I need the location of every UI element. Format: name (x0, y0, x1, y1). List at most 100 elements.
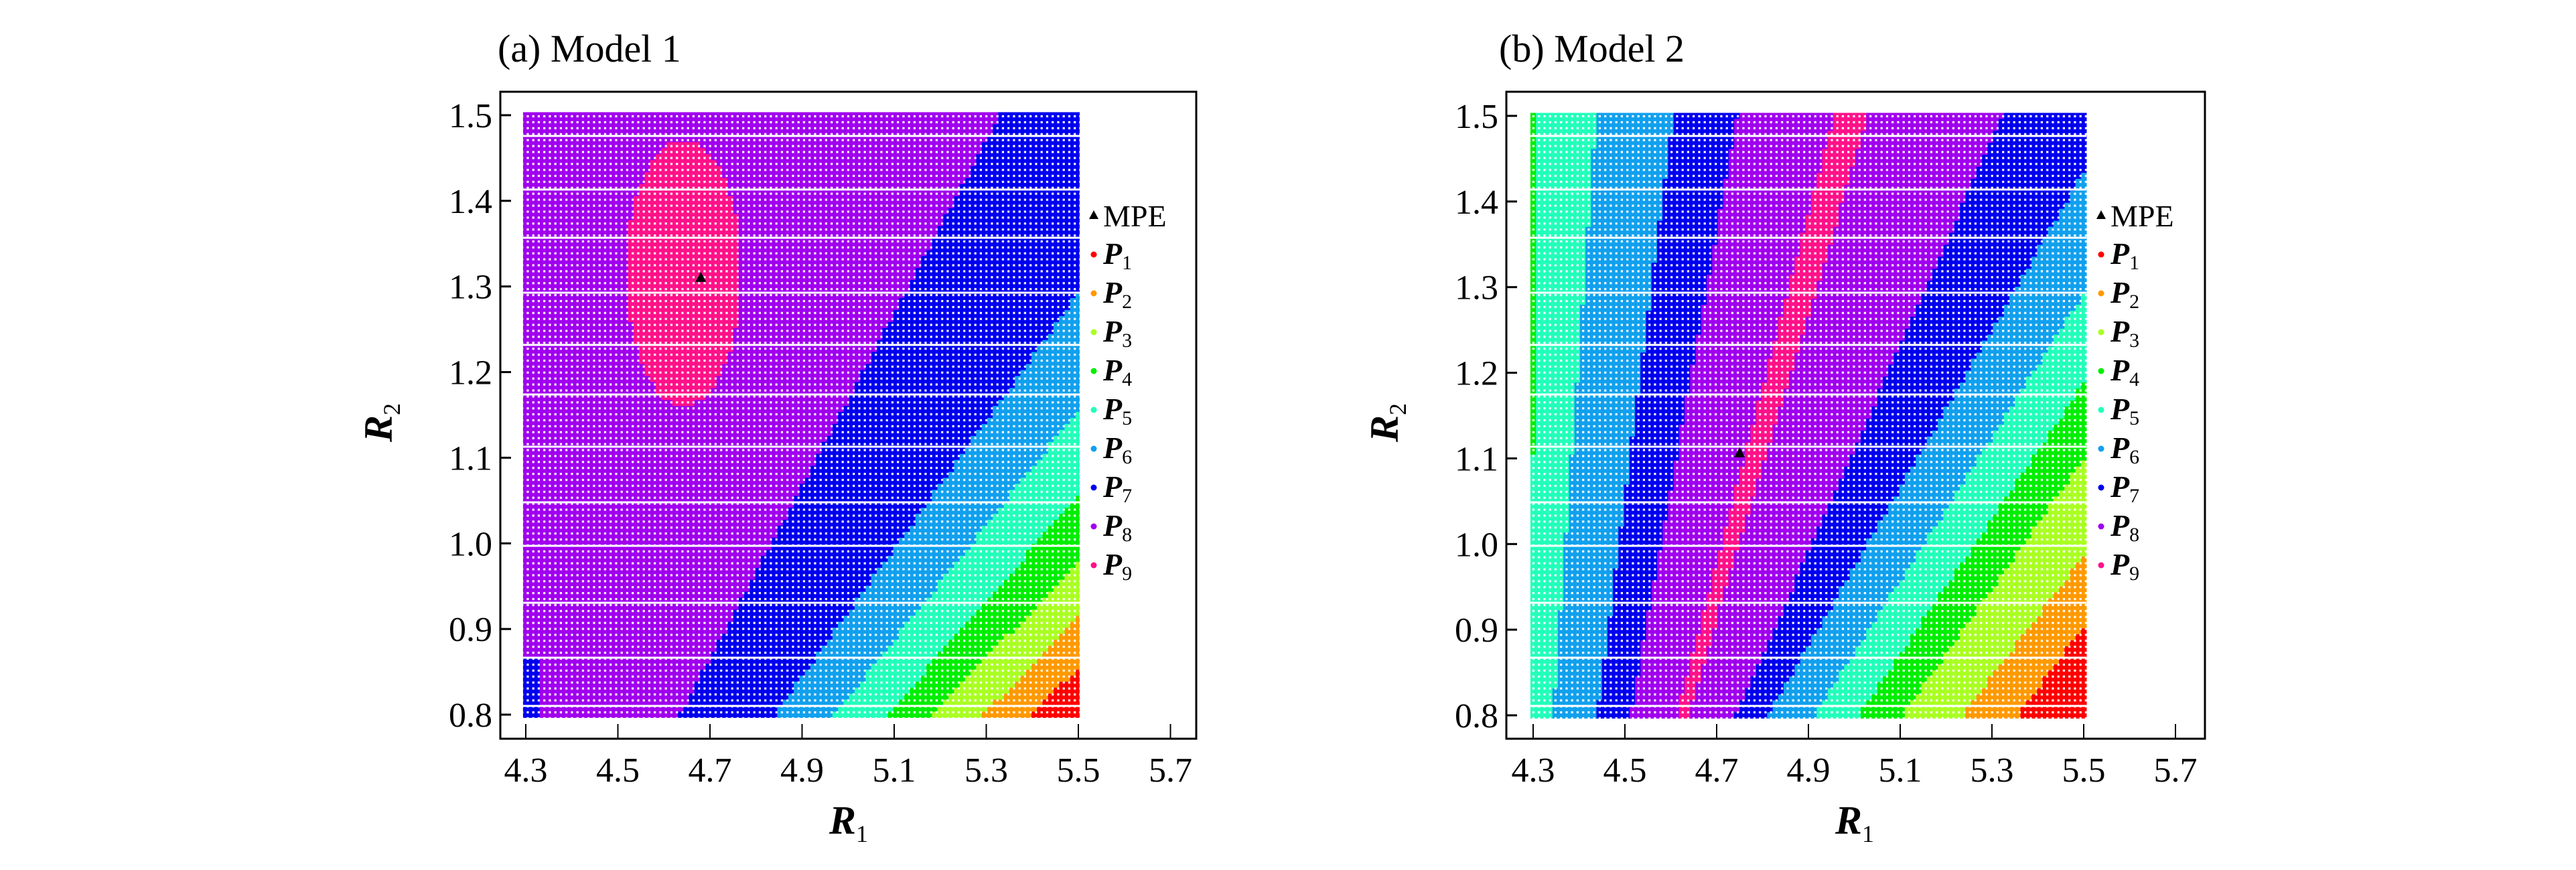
legend-label-p2: P2 (1102, 275, 1132, 313)
legend-swatch-p5 (1090, 407, 1097, 413)
legend-swatch-p9 (1090, 562, 1097, 569)
y-tick-label: 0.9 (449, 611, 492, 649)
gap-line (1530, 445, 2087, 448)
gap-line (1530, 135, 2087, 137)
legend-label-p7: P7 (2110, 469, 2139, 507)
panel-b-frame (1505, 90, 2206, 740)
gap-line (522, 705, 1082, 707)
legend-subscript: 2 (1122, 291, 1132, 313)
legend-symbol: P (1102, 469, 1123, 504)
y-tick-label: 1.2 (1455, 355, 1498, 393)
y-tick-label: 1.4 (1455, 184, 1498, 222)
legend-swatch-p2 (2098, 290, 2104, 297)
legend-label-p4: P4 (2110, 353, 2139, 390)
x-tick-label: 4.7 (689, 751, 732, 790)
panel-a-x-axis-label: R1 (829, 798, 868, 847)
y-tick-label: 0.9 (1455, 611, 1498, 650)
gap-line (522, 601, 1082, 604)
legend-symbol: P (1102, 275, 1123, 309)
gap-line (1530, 344, 2087, 346)
legend-symbol: P (2110, 508, 2130, 542)
legend-label-p1: P1 (1102, 236, 1132, 274)
panel-a-y-ticks: 0.8 0.9 1.0 1.1 1.2 1.3 1.4 1.5 (449, 97, 511, 735)
y-tick-label: 1.0 (1455, 526, 1498, 564)
legend-subscript: 5 (2129, 407, 2139, 429)
y-tick-label: 1.1 (449, 439, 492, 478)
x-tick-label: 5.7 (1149, 751, 1192, 790)
legend-symbol: P (1102, 236, 1123, 271)
panel-b-mpe-marker (1734, 447, 1745, 457)
legend-swatch-p6 (1090, 445, 1097, 452)
panel-b-x-label-sub: 1 (1862, 820, 1874, 847)
gap-line (522, 545, 1082, 547)
legend-label-p9: P9 (2110, 547, 2139, 585)
legend-symbol: P (2110, 314, 2130, 348)
gap-line (1530, 393, 2087, 396)
legend-label-p6: P6 (1102, 431, 1132, 468)
legend-symbol: P (1102, 392, 1123, 426)
legend-swatch-p8 (1090, 523, 1097, 530)
panel-b-y-ticks: 0.8 0.9 1.0 1.1 1.2 1.3 1.4 1.5 (1455, 98, 1517, 735)
gap-line (522, 501, 1082, 504)
panel-b: (b) Model 2 0.8 0.9 1.0 1.1 1.2 1.3 1.4 1.5 4.3… (1362, 27, 2206, 847)
legend-swatch-p1 (1090, 251, 1097, 258)
legend-subscript: 2 (2129, 291, 2139, 313)
panel-a-dot-texture (522, 112, 1080, 721)
legend-subscript: 3 (1122, 330, 1132, 352)
x-tick-label: 4.3 (1512, 751, 1555, 790)
legend-swatch-p7 (2098, 484, 2104, 491)
legend-label-p5: P5 (2110, 392, 2139, 429)
legend-swatch-p8 (2098, 523, 2104, 530)
mpe-triangle-icon (695, 271, 707, 282)
x-tick-label: 4.7 (1695, 751, 1739, 790)
panel-a-frame (499, 90, 1198, 740)
legend-subscript: 3 (2129, 330, 2139, 352)
gap-line (1530, 236, 2087, 239)
x-tick-label: 5.1 (873, 751, 916, 790)
panel-b-y-label-sub: 2 (1384, 403, 1411, 415)
y-tick-label: 1.5 (449, 97, 492, 135)
legend-label-p6: P6 (2110, 431, 2139, 468)
legend-label-p9: P9 (1102, 547, 1132, 585)
panel-b-y-axis-label: R2 (1362, 403, 1411, 443)
gap-line (522, 344, 1082, 346)
legend-mpe-label: MPE (1103, 199, 1167, 233)
y-tick-label: 1.4 (449, 183, 492, 221)
x-tick-label: 4.5 (1603, 751, 1647, 790)
mpe-triangle-icon (1734, 447, 1745, 457)
legend-symbol: P (1102, 353, 1123, 387)
y-tick-label: 1.3 (449, 269, 492, 307)
panel-a-y-label-symbol: R (356, 415, 401, 443)
legend-subscript: 4 (1122, 368, 1132, 390)
gap-line (522, 656, 1082, 659)
legend-subscript: 5 (1122, 407, 1132, 429)
gap-line (522, 393, 1082, 396)
legend-subscript: 4 (2129, 368, 2139, 390)
legend-swatch-p4 (2098, 368, 2104, 374)
x-tick-label: 4.9 (780, 751, 824, 790)
panel-a-y-label-sub: 2 (378, 403, 405, 415)
legend-label-p4: P4 (1102, 353, 1132, 390)
panel-a: (a) Model 1 0.8 0.9 1.0 1.1 1.2 1.3 1.4 1.5 4.3… (356, 27, 1198, 847)
legend-swatch-p1 (2098, 251, 2104, 258)
legend-symbol: P (2110, 353, 2130, 387)
legend-label-p8: P8 (2110, 508, 2139, 546)
x-tick-label: 5.5 (1057, 751, 1100, 790)
legend-swatch-p4 (1090, 368, 1097, 374)
panel-b-y-label-symbol: R (1362, 415, 1407, 443)
legend-mpe-triangle-icon (1089, 210, 1098, 219)
legend-label-p3: P3 (2110, 314, 2139, 352)
legend-subscript: 7 (2129, 485, 2139, 507)
legend-subscript: 1 (2129, 252, 2139, 274)
panel-a-gap-lines (522, 135, 1082, 707)
x-tick-label: 5.1 (1879, 751, 1922, 790)
legend-symbol: P (2110, 392, 2130, 426)
panel-a-mpe-marker (695, 271, 707, 282)
gap-line (1530, 705, 2087, 707)
y-tick-label: 1.3 (1455, 269, 1498, 307)
legend-label-p2: P2 (2110, 275, 2139, 313)
gap-line (522, 291, 1082, 294)
x-tick-label: 5.3 (1971, 751, 2014, 790)
